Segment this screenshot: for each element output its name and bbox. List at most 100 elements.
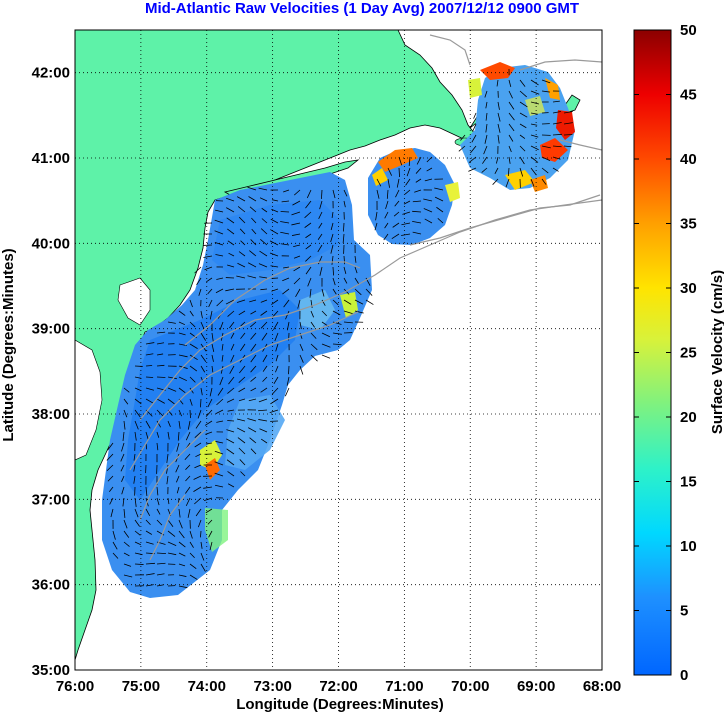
velocity-vector bbox=[196, 277, 202, 286]
velocity-vector bbox=[214, 219, 224, 224]
velocity-vector bbox=[330, 222, 334, 231]
velocity-vector bbox=[530, 134, 539, 138]
velocity-vector bbox=[178, 585, 188, 589]
velocity-vector bbox=[120, 464, 125, 472]
velocity-vector bbox=[437, 218, 444, 224]
velocity-vector bbox=[134, 376, 142, 379]
velocity-vector bbox=[250, 354, 257, 363]
velocity-vector bbox=[261, 218, 268, 224]
velocity-vector bbox=[189, 409, 191, 419]
velocity-vector bbox=[530, 167, 537, 176]
velocity-vector bbox=[321, 343, 331, 348]
velocity-vector bbox=[225, 288, 235, 292]
velocity-vector bbox=[508, 90, 513, 99]
velocity-vector bbox=[194, 464, 202, 469]
y-tick-label: 35:00 bbox=[32, 662, 70, 679]
velocity-vector bbox=[403, 200, 411, 205]
velocity-vector bbox=[123, 519, 128, 529]
velocity-vector bbox=[415, 167, 422, 174]
velocity-vector bbox=[211, 354, 214, 362]
velocity-vector bbox=[200, 530, 202, 538]
velocity-vector bbox=[178, 530, 185, 539]
y-tick-label: 39:00 bbox=[32, 321, 70, 338]
velocity-vector bbox=[310, 310, 314, 318]
velocity-vector bbox=[508, 145, 512, 153]
velocity-vector bbox=[189, 376, 196, 383]
velocity-vector bbox=[519, 101, 528, 108]
colorbar-tick-label: 35 bbox=[680, 216, 697, 233]
velocity-vector bbox=[484, 90, 488, 98]
velocity-vector bbox=[217, 387, 224, 396]
velocity-vector bbox=[194, 266, 202, 274]
velocity-vector bbox=[203, 486, 213, 489]
velocity-vector bbox=[123, 530, 130, 538]
velocity-vector bbox=[249, 206, 257, 213]
velocity-vector bbox=[261, 207, 268, 213]
velocity-vector bbox=[305, 200, 312, 209]
velocity-vector bbox=[226, 438, 235, 444]
velocity-vector bbox=[530, 101, 539, 105]
velocity-vector bbox=[258, 263, 268, 268]
velocity-vector bbox=[497, 101, 500, 110]
velocity-vector bbox=[200, 387, 203, 396]
velocity-vector bbox=[305, 266, 312, 275]
velocity-vector bbox=[156, 530, 165, 536]
velocity-vector bbox=[250, 239, 257, 246]
velocity-vector bbox=[376, 189, 380, 199]
velocity-vector bbox=[396, 178, 400, 188]
velocity-vector bbox=[354, 266, 358, 274]
velocity-vector bbox=[156, 519, 163, 526]
velocity-vector bbox=[207, 398, 213, 408]
colorbar-tick-label: 10 bbox=[680, 538, 697, 555]
velocity-vector bbox=[189, 541, 194, 548]
velocity-vector bbox=[205, 409, 213, 417]
map-gridlines bbox=[75, 30, 602, 670]
velocity-vector bbox=[250, 448, 257, 455]
velocity-vector bbox=[156, 508, 161, 515]
velocity-vector bbox=[305, 255, 312, 262]
velocity-vector bbox=[293, 277, 301, 285]
velocity-vector bbox=[354, 310, 364, 314]
velocity-vector bbox=[214, 450, 224, 455]
velocity-vector bbox=[123, 398, 129, 405]
velocity-vector bbox=[200, 354, 207, 362]
velocity-vector bbox=[178, 574, 187, 577]
velocity-vector bbox=[110, 508, 114, 518]
velocity-vector bbox=[249, 437, 257, 444]
velocity-vector bbox=[207, 288, 213, 295]
velocity-vector bbox=[121, 486, 125, 495]
velocity-vector bbox=[209, 541, 213, 551]
velocity-vector bbox=[483, 145, 488, 155]
velocity-vector bbox=[321, 310, 328, 317]
chesapeake-bay bbox=[75, 339, 103, 461]
velocity-vector bbox=[230, 332, 235, 339]
velocity-vector bbox=[284, 387, 290, 397]
velocity-vector bbox=[282, 277, 290, 282]
velocity-vector bbox=[274, 332, 279, 342]
velocity-vector bbox=[123, 420, 126, 430]
velocity-vector bbox=[271, 299, 279, 305]
velocity-vector bbox=[519, 123, 527, 129]
velocity-vector bbox=[123, 552, 130, 557]
velocity-vector bbox=[269, 252, 279, 257]
velocity-vector bbox=[145, 562, 156, 565]
velocity-vector bbox=[145, 420, 151, 429]
velocity-vector bbox=[270, 229, 279, 235]
velocity-vector bbox=[563, 111, 573, 114]
velocity-vector bbox=[133, 475, 136, 484]
colorbar-tick-label: 40 bbox=[680, 151, 697, 168]
velocity-vector bbox=[167, 387, 177, 392]
velocity-vector bbox=[167, 530, 176, 537]
velocity-vector bbox=[299, 365, 304, 375]
velocity-vector bbox=[530, 112, 538, 115]
velocity-vector bbox=[259, 276, 268, 279]
velocity-vector bbox=[321, 354, 331, 359]
velocity-vector bbox=[299, 321, 302, 330]
velocity-vector bbox=[485, 123, 488, 133]
velocity-vector bbox=[240, 240, 246, 246]
velocity-vector bbox=[330, 244, 334, 254]
velocity-vector bbox=[197, 519, 202, 528]
velocity-vector bbox=[156, 331, 166, 334]
colorbar-tick-label: 5 bbox=[680, 603, 688, 620]
velocity-vector bbox=[293, 266, 301, 272]
